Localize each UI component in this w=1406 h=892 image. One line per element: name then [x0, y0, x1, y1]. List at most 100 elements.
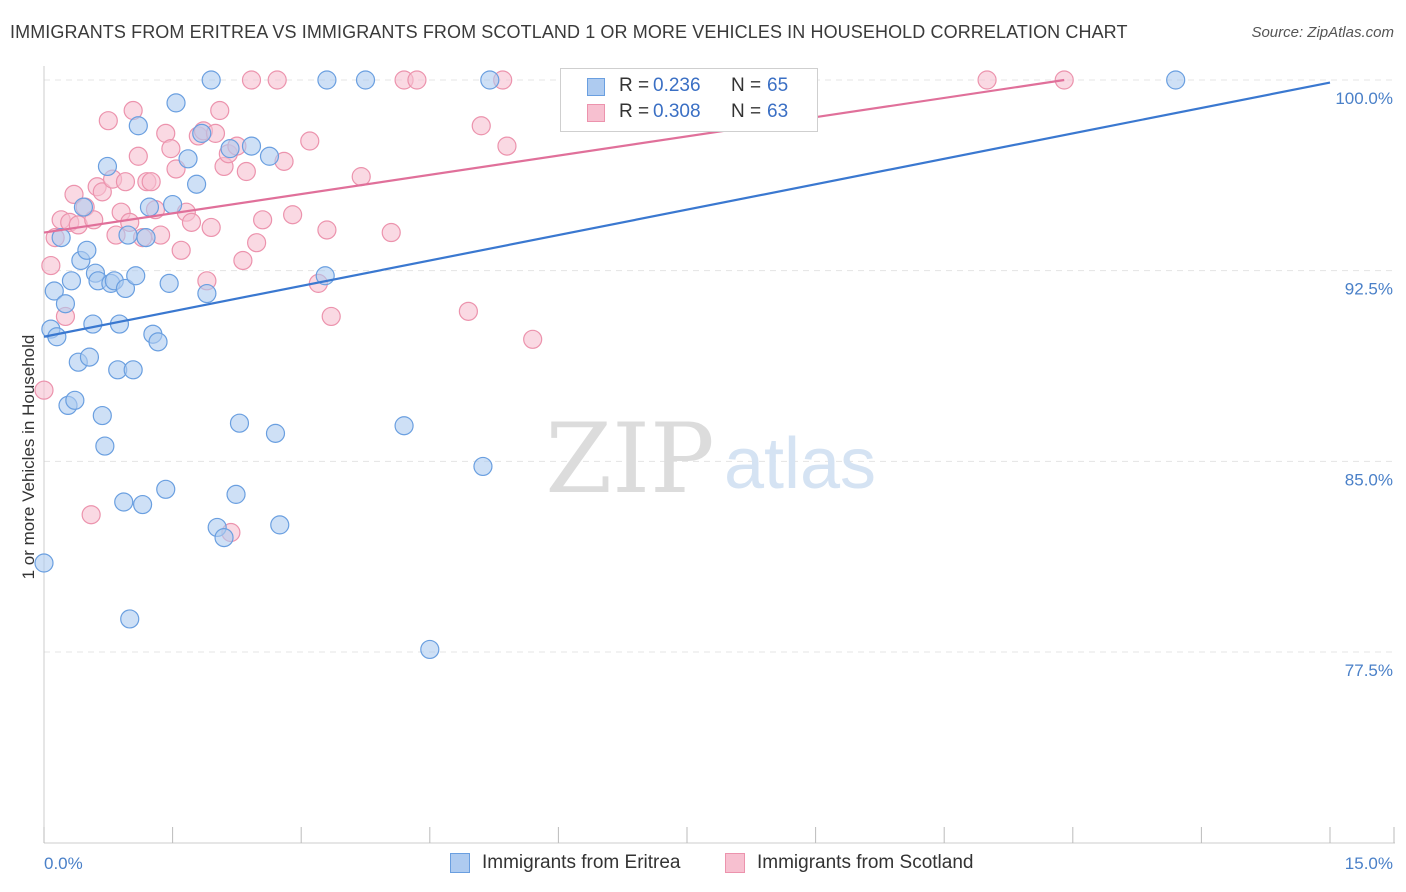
eritrea-point [163, 194, 183, 215]
eritrea-point [92, 405, 112, 426]
eritrea-point [159, 273, 179, 293]
scotland-point [171, 240, 191, 260]
scotland-point [181, 212, 202, 232]
scotland-point [381, 222, 401, 243]
tick-labels: 77.5% 85.0% 92.5% 100.0% 0.0% 15.0% [44, 89, 1393, 873]
scotland-point [283, 205, 303, 225]
eritrea-point [192, 123, 212, 143]
eritrea-point [120, 609, 140, 629]
y-axis-label: 1 or more Vehicles in Household [19, 335, 38, 580]
eritrea-point [128, 116, 148, 136]
chart-title: IMMIGRANTS FROM ERITREA VS IMMIGRANTS FR… [10, 22, 1128, 42]
scotland-point [351, 167, 371, 187]
scotland-point [247, 233, 267, 253]
scotland-point [233, 250, 253, 271]
eritrea-point [420, 639, 440, 660]
eritrea-point [126, 266, 146, 286]
x-tick-label: 0.0% [44, 854, 83, 873]
eritrea-point [51, 228, 71, 248]
y-tick-label: 92.5% [1345, 280, 1393, 299]
scotland-point [92, 182, 112, 202]
eritrea-point [214, 527, 234, 548]
eritrea-point [156, 479, 176, 499]
axes [43, 66, 1395, 844]
eritrea-point [79, 347, 100, 367]
eritrea-point [480, 70, 500, 90]
eritrea-point [187, 174, 207, 194]
eritrea-point [73, 197, 94, 217]
legend-n-value: 65 [767, 75, 789, 96]
eritrea-point [201, 70, 221, 90]
eritrea-point [114, 492, 134, 512]
scotland-point [321, 306, 341, 327]
y-tick-label: 85.0% [1345, 470, 1393, 489]
scotland-point [317, 220, 337, 240]
scotland-point [41, 255, 61, 276]
eritrea-point [148, 332, 168, 352]
source-credit: Source: ZipAtlas.com [1251, 24, 1394, 41]
eritrea-point [197, 283, 217, 304]
x-tick-label: 15.0% [1345, 854, 1393, 873]
eritrea-point [115, 278, 136, 299]
scotland-point [267, 70, 287, 90]
eritrea-point [220, 139, 240, 159]
eritrea-point [259, 146, 280, 166]
scotland-point [236, 161, 256, 182]
eritrea-point [77, 240, 97, 260]
eritrea-point [65, 390, 85, 410]
scotland-point [115, 172, 136, 192]
eritrea-point [118, 225, 138, 245]
scotland-point [241, 70, 262, 90]
eritrea-point [241, 136, 262, 156]
legend-swatch-eritrea [587, 78, 605, 96]
legend-swatch-scotland [587, 104, 605, 122]
scotland-point [471, 116, 491, 136]
scotland-point [458, 301, 478, 321]
bottom-legend-label-eritrea: Immigrants from Eritrea [482, 852, 681, 873]
eritrea-point [265, 423, 286, 443]
eritrea-point [34, 553, 54, 573]
eritrea-point [47, 327, 67, 347]
watermark-zip: ZIP [545, 403, 714, 515]
bottom-legend-swatch-scotland [725, 853, 745, 873]
eritrea-point [97, 156, 118, 177]
scotland-point [300, 131, 320, 151]
scotland-point [34, 380, 54, 400]
scotland-point [977, 70, 997, 90]
eritrea-point [1166, 70, 1186, 90]
bottom-legend-label-scotland: Immigrants from Scotland [757, 852, 974, 873]
eritrea-point [229, 413, 250, 433]
eritrea-point [166, 93, 186, 113]
eritrea-point [55, 294, 76, 314]
watermark-atlas: atlas [724, 424, 876, 504]
eritrea-point [317, 70, 337, 90]
eritrea-point [61, 271, 82, 291]
eritrea-point [473, 456, 493, 477]
scotland-trend-line [43, 78, 1065, 234]
watermark: ZIP atlas [545, 403, 876, 515]
eritrea-point [44, 281, 64, 301]
eritrea-point [270, 515, 290, 535]
scotland-point [523, 329, 543, 349]
eritrea-point [355, 70, 376, 90]
scotland-point [253, 210, 273, 230]
scotland-point [210, 100, 230, 121]
legend: R = 0.236 N = 65 R = 0.308 N = 63 [560, 68, 818, 132]
scotland-point [141, 172, 161, 192]
scotland-point [161, 139, 181, 159]
eritrea-trend-line [43, 81, 1331, 338]
y-tick-label: 100.0% [1335, 89, 1393, 108]
eritrea-point [394, 416, 414, 436]
trend-lines [43, 78, 1331, 338]
scotland-point [407, 70, 427, 90]
eritrea-point [132, 494, 153, 515]
series-eritrea-points [34, 70, 1186, 660]
scotland-point [201, 217, 221, 238]
scotland-point [81, 505, 101, 525]
eritrea-point [136, 228, 156, 248]
legend-r-value: 0.236 [653, 75, 701, 96]
scotland-point [128, 146, 148, 166]
eritrea-point [83, 314, 103, 334]
scotland-point [497, 136, 517, 156]
